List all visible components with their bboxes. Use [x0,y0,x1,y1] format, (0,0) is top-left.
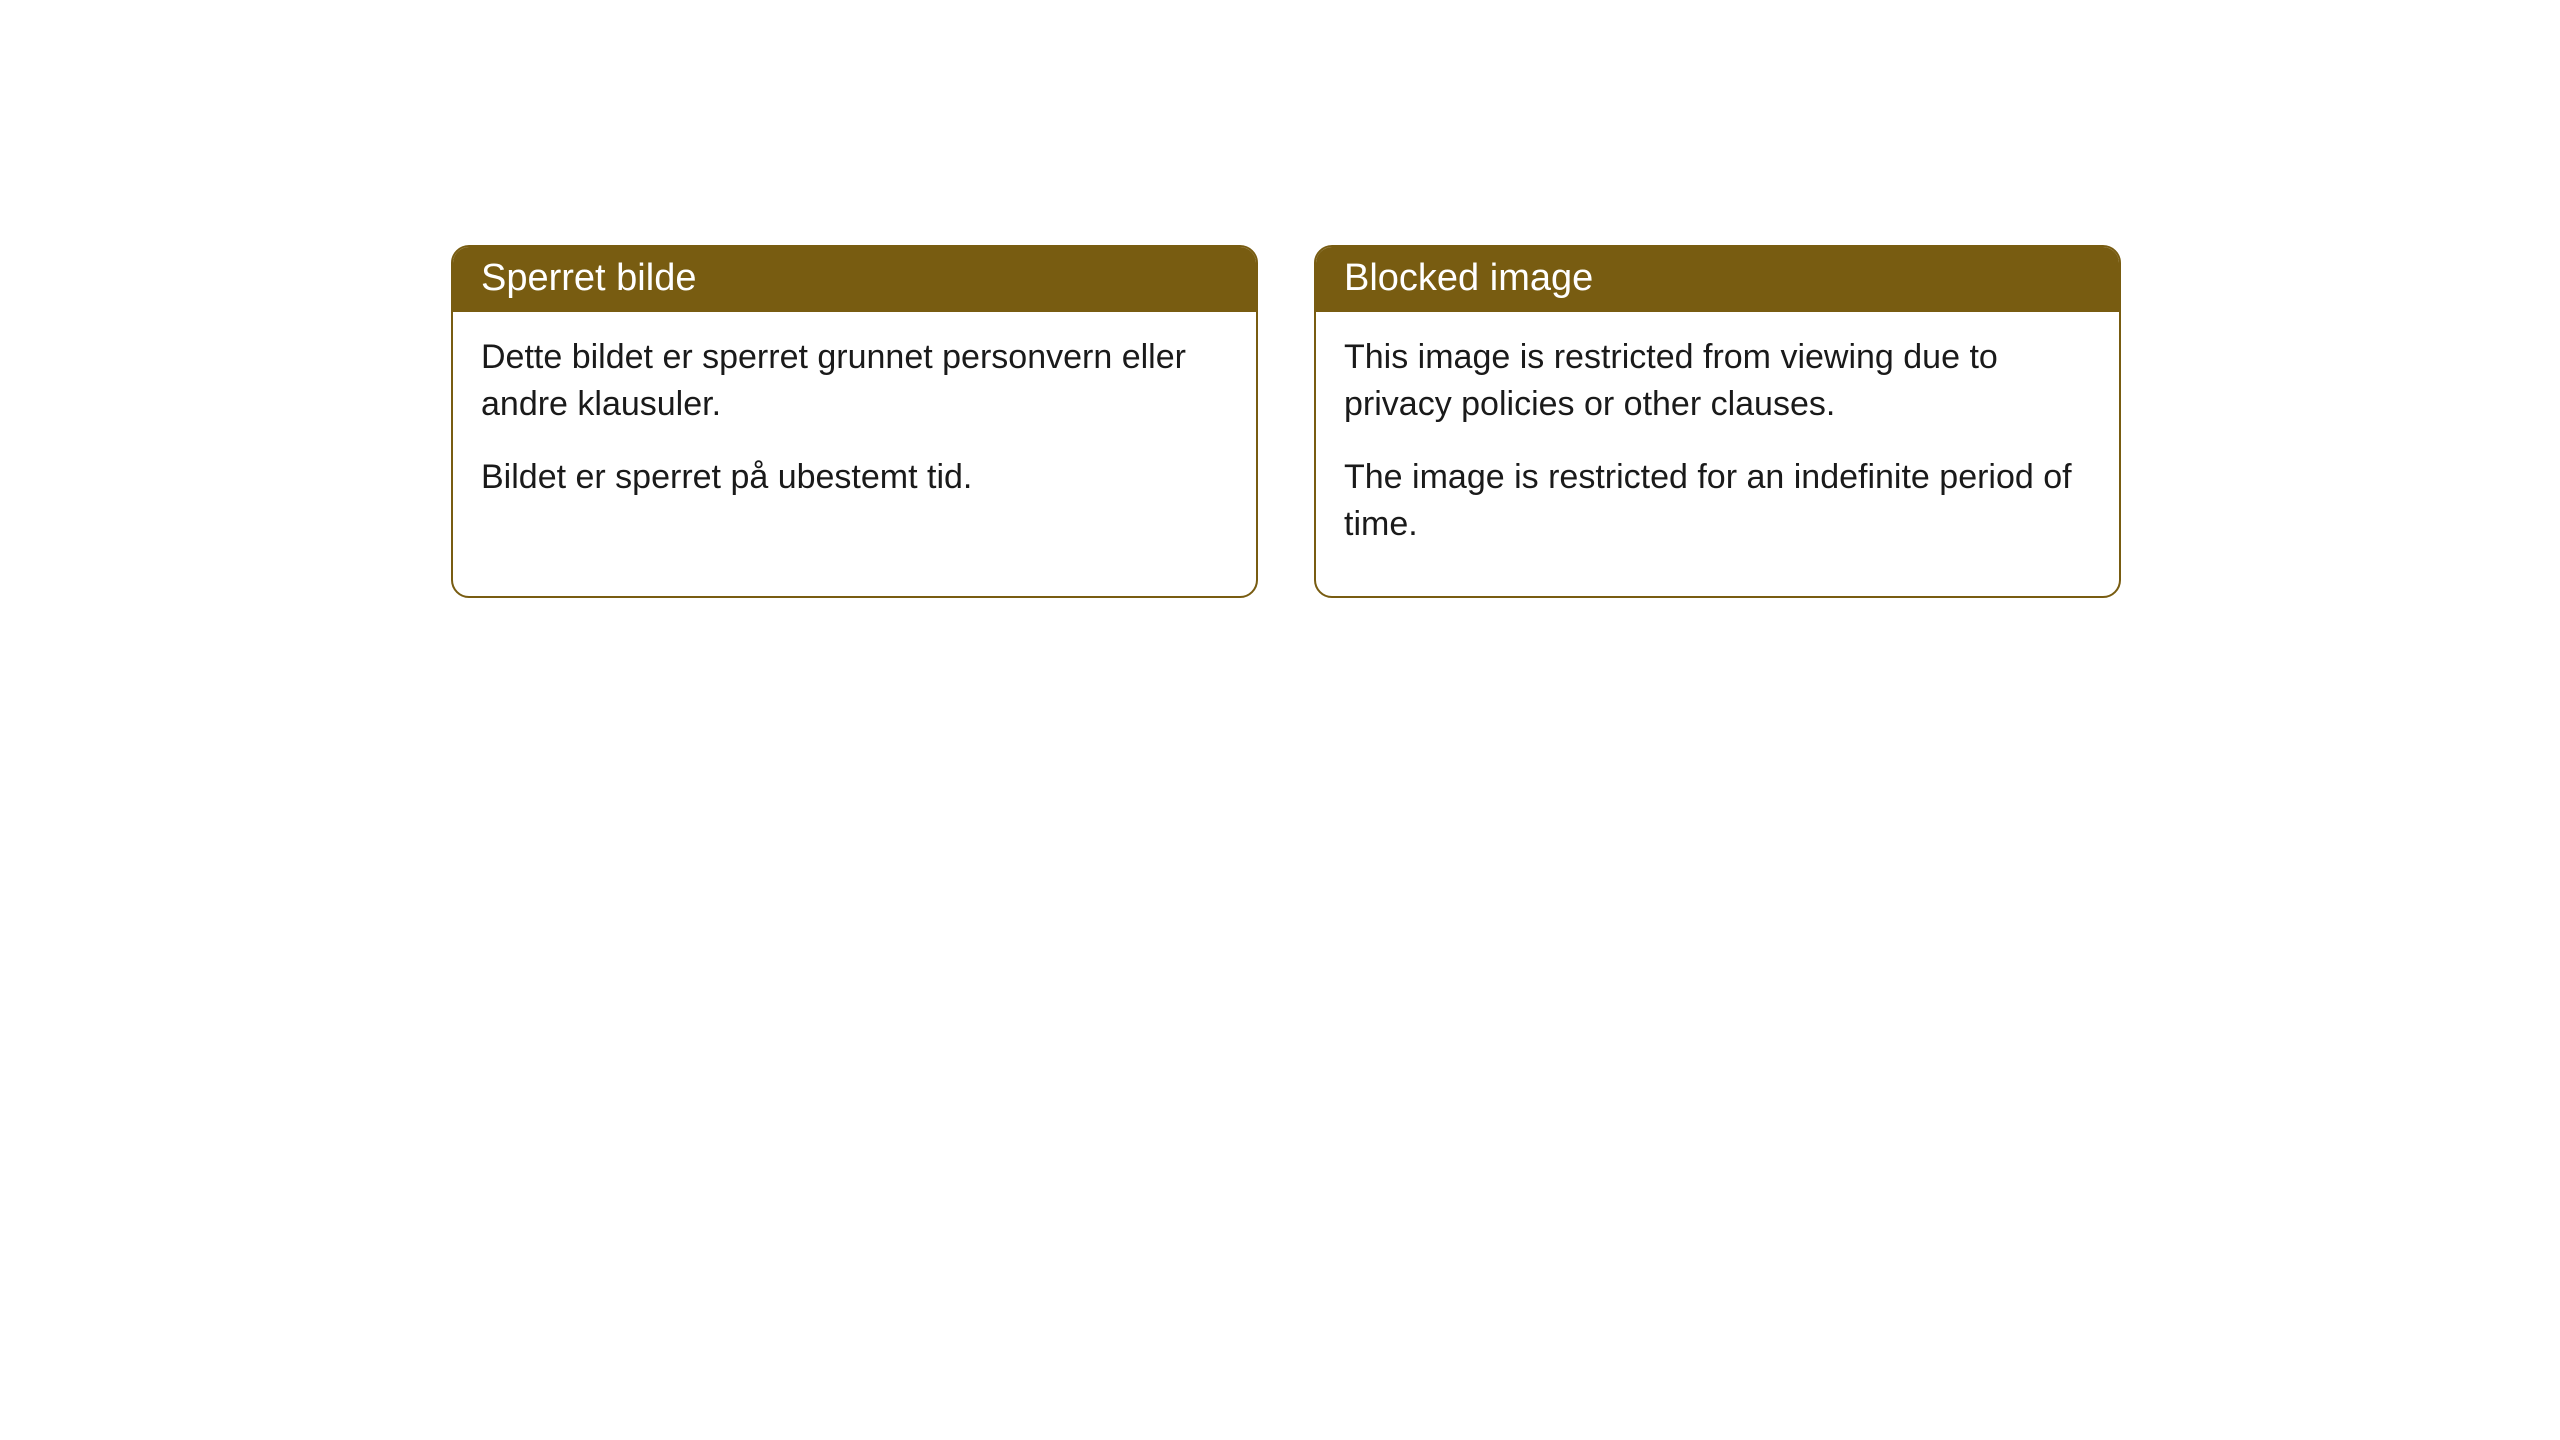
card-paragraph: Dette bildet er sperret grunnet personve… [481,334,1228,428]
notice-cards-container: Sperret bilde Dette bildet er sperret gr… [451,245,2121,598]
card-title: Blocked image [1316,247,2119,312]
notice-card-norwegian: Sperret bilde Dette bildet er sperret gr… [451,245,1258,598]
card-paragraph: Bildet er sperret på ubestemt tid. [481,454,1228,501]
card-body: Dette bildet er sperret grunnet personve… [453,312,1256,549]
card-title: Sperret bilde [453,247,1256,312]
notice-card-english: Blocked image This image is restricted f… [1314,245,2121,598]
card-paragraph: The image is restricted for an indefinit… [1344,454,2091,548]
card-paragraph: This image is restricted from viewing du… [1344,334,2091,428]
card-body: This image is restricted from viewing du… [1316,312,2119,596]
